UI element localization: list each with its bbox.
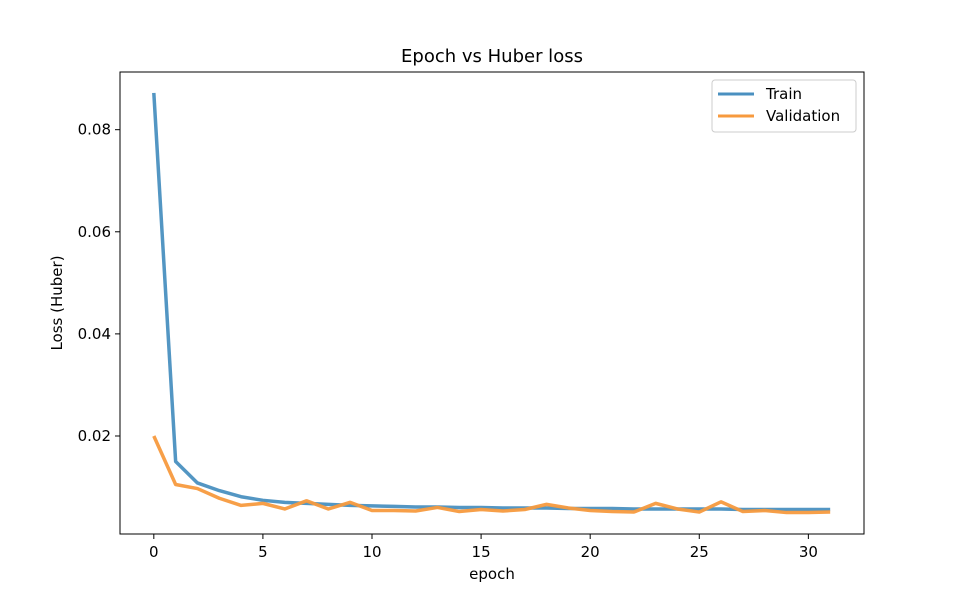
y-axis: 0.02 0.04 0.06 0.08 bbox=[78, 121, 120, 445]
y-tick-label: 0.04 bbox=[78, 325, 111, 343]
x-tick-label: 25 bbox=[690, 543, 709, 561]
x-axis-label: epoch bbox=[469, 565, 515, 583]
y-tick-label: 0.06 bbox=[78, 223, 111, 241]
series-line-validation bbox=[152, 435, 831, 515]
y-axis-label: Loss (Huber) bbox=[48, 255, 66, 350]
y-tick-label: 0.08 bbox=[78, 121, 111, 139]
x-tick-label: 30 bbox=[799, 543, 818, 561]
series-lines bbox=[152, 92, 831, 515]
legend-label-train: Train bbox=[765, 85, 802, 103]
legend-label-validation: Validation bbox=[766, 107, 840, 125]
x-tick-label: 5 bbox=[258, 543, 268, 561]
x-tick-label: 15 bbox=[472, 543, 491, 561]
x-tick-label: 10 bbox=[362, 543, 381, 561]
y-tick-label: 0.02 bbox=[78, 427, 111, 445]
series-line-train bbox=[152, 92, 831, 512]
chart-title: Epoch vs Huber loss bbox=[401, 46, 583, 67]
plot-area bbox=[119, 71, 865, 535]
x-tick-label: 20 bbox=[581, 543, 600, 561]
legend: Train Validation bbox=[711, 79, 857, 133]
x-tick-label: 0 bbox=[149, 543, 159, 561]
x-axis: 0 5 10 15 20 25 30 bbox=[149, 534, 818, 561]
